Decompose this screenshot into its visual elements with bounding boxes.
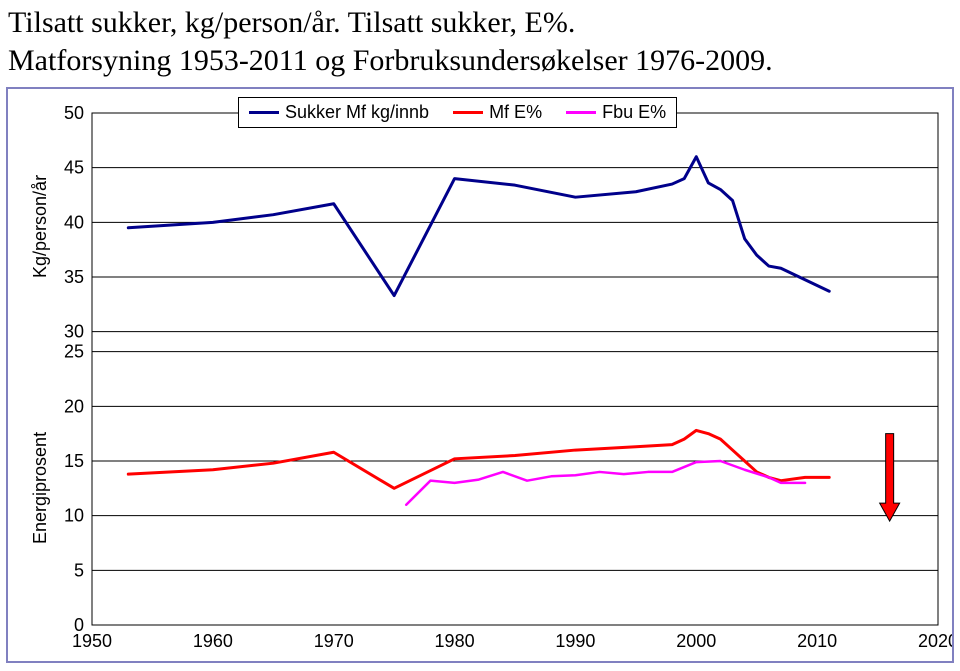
legend-item: Fbu E% — [566, 102, 666, 123]
svg-text:1990: 1990 — [555, 631, 595, 651]
y-axis-label-energi: Energiprosent — [30, 432, 51, 544]
svg-text:2010: 2010 — [797, 631, 837, 651]
svg-text:1960: 1960 — [193, 631, 233, 651]
legend-swatch — [566, 111, 596, 114]
svg-text:5: 5 — [74, 560, 84, 580]
legend-item: Mf E% — [453, 102, 542, 123]
legend: Sukker Mf kg/innb Mf E% Fbu E% — [238, 97, 677, 128]
legend-swatch — [249, 111, 279, 114]
svg-text:2000: 2000 — [676, 631, 716, 651]
svg-text:40: 40 — [64, 212, 84, 232]
svg-text:25: 25 — [64, 342, 84, 362]
svg-text:1970: 1970 — [314, 631, 354, 651]
svg-text:50: 50 — [64, 103, 84, 123]
svg-text:30: 30 — [64, 322, 84, 342]
svg-text:45: 45 — [64, 158, 84, 178]
page-title-line2: Matforsyning 1953-2011 og Forbruksunders… — [8, 42, 952, 80]
svg-text:1980: 1980 — [435, 631, 475, 651]
svg-text:1950: 1950 — [72, 631, 112, 651]
legend-label: Mf E% — [489, 102, 542, 123]
legend-label: Sukker Mf kg/innb — [285, 102, 429, 123]
y-axis-label-kg: Kg/person/år — [30, 175, 51, 278]
chart-svg: 3035404550051015202519501960197019801990… — [8, 89, 952, 657]
svg-text:20: 20 — [64, 396, 84, 416]
svg-text:15: 15 — [64, 451, 84, 471]
page-title-line1: Tilsatt sukker, kg/person/år. Tilsatt su… — [8, 4, 952, 42]
chart-container: 3035404550051015202519501960197019801990… — [6, 87, 954, 663]
svg-text:35: 35 — [64, 267, 84, 287]
legend-swatch — [453, 111, 483, 114]
svg-text:2020: 2020 — [918, 631, 952, 651]
legend-label: Fbu E% — [602, 102, 666, 123]
svg-text:10: 10 — [64, 506, 84, 526]
legend-item: Sukker Mf kg/innb — [249, 102, 429, 123]
